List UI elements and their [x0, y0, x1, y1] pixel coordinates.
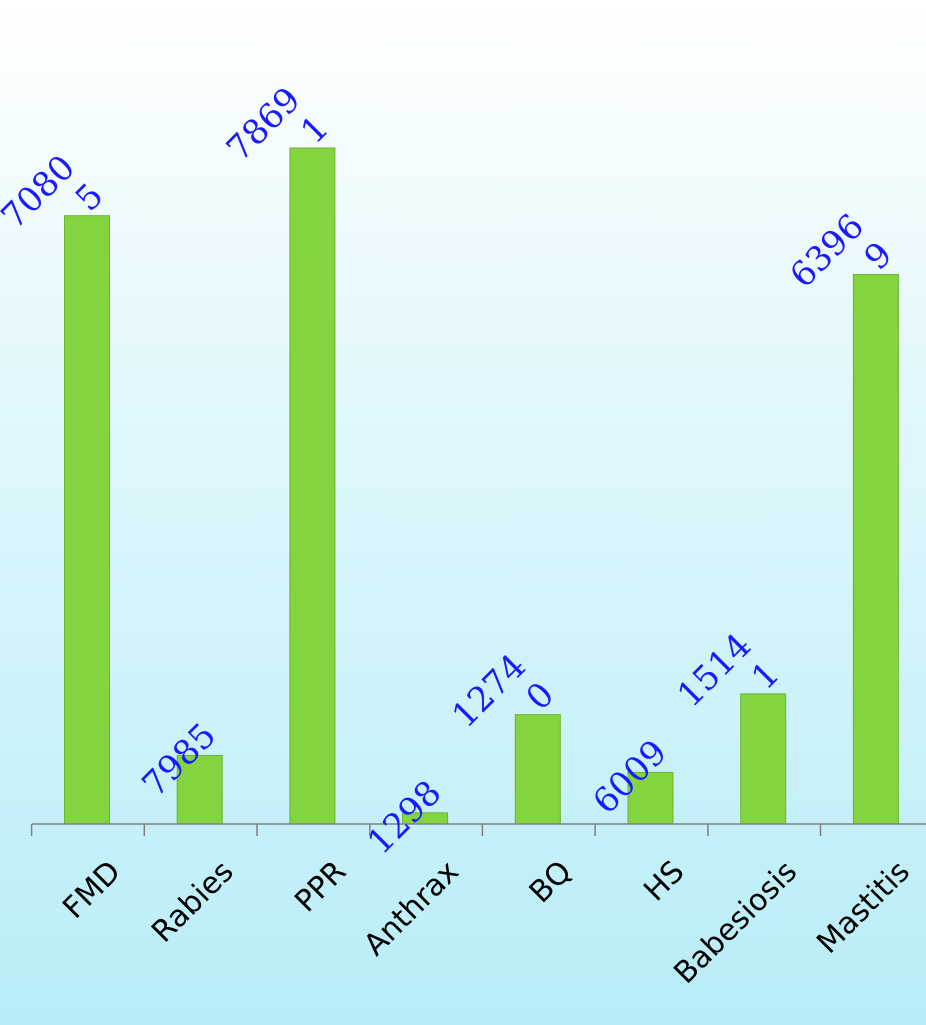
tick-label-fmd: FMD [56, 854, 128, 926]
x-axis-ticks [30, 824, 822, 836]
tick-label-rabies: Rabies [145, 854, 240, 949]
bar-bq [514, 714, 561, 825]
bar-rabies [176, 754, 223, 825]
bar-mastitis [852, 274, 899, 825]
tick-label-hs: HS [637, 854, 691, 908]
tick-label-babesiosis: Babesiosis [667, 854, 804, 991]
bar-fmd [64, 215, 110, 825]
tick-label-ppr: PPR [288, 854, 353, 919]
tick-label-anthrax: Anthrax [357, 854, 466, 963]
bar-babesiosis [740, 693, 787, 825]
bar-ppr [289, 147, 336, 825]
tick-label-bq: BQ [523, 854, 579, 910]
bars-group [64, 147, 899, 825]
bar-hs [627, 771, 674, 825]
tick-label-mastitis: Mastitis [810, 854, 917, 961]
